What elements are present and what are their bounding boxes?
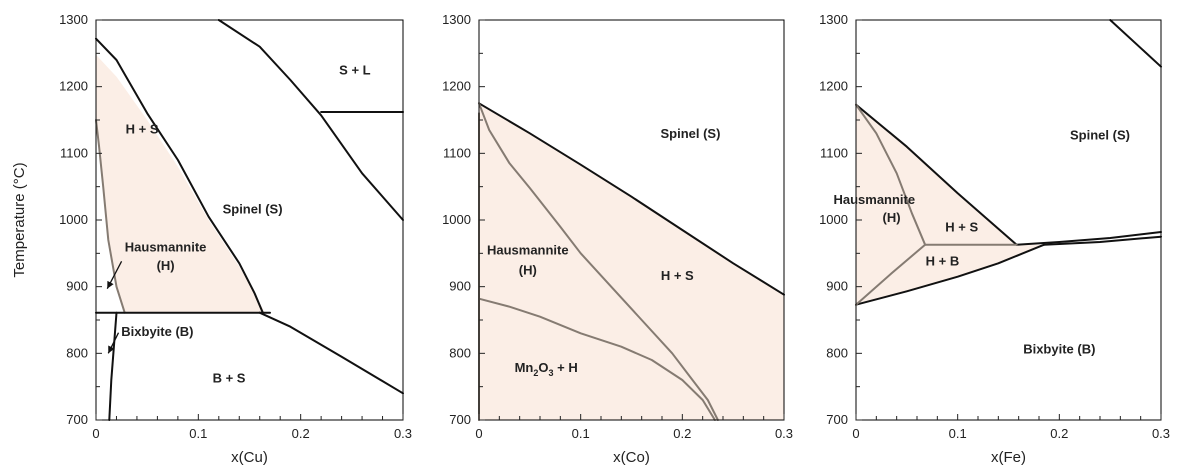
black-phase-boundary-3 xyxy=(1015,231,1162,246)
x-tick-label: 0.2 xyxy=(292,426,310,441)
gray-phase-boundary-6 xyxy=(855,103,927,246)
x-tick-label: 0.1 xyxy=(189,426,207,441)
x-tick-label: 0 xyxy=(475,426,482,441)
y-tick-label: 1100 xyxy=(60,145,88,160)
black-phase-boundary-4 xyxy=(1043,235,1162,246)
x-tick-label: 0 xyxy=(92,426,99,441)
region-label: H + S xyxy=(945,219,978,234)
x-tick-label: 0.3 xyxy=(1152,426,1170,441)
region-label: Hausmannite xyxy=(125,239,207,254)
y-tick-label: 900 xyxy=(66,279,88,294)
x-tick-label: 0.1 xyxy=(949,426,967,441)
x-axis-title: x(Co) xyxy=(613,449,650,466)
y-tick-label: 700 xyxy=(826,412,848,427)
x-tick-label: 0 xyxy=(852,426,859,441)
gray-phase-boundary-3 xyxy=(478,297,716,421)
x-tick-label: 0.2 xyxy=(1050,426,1068,441)
black-phase-boundary-1 xyxy=(855,103,1018,246)
panel-1: 700 800 900 1000 1100 1200 1300 0 0.1 0.2 0.3 x(Cu)… xyxy=(11,12,412,466)
y-tick-label: 1100 xyxy=(820,145,848,160)
region-label: Mn2O3 + H xyxy=(515,360,578,378)
y-tick-label: 1100 xyxy=(443,145,471,160)
shaded-region-1 xyxy=(96,54,265,313)
region-label: Spinel (S) xyxy=(223,201,283,216)
black-phase-boundary-2 xyxy=(855,243,1046,306)
black-phase-boundary-5 xyxy=(1109,19,1162,68)
region-label: B + S xyxy=(213,371,246,386)
annotation-arrow-1 xyxy=(106,261,123,289)
x-tick-label: 0.1 xyxy=(572,426,590,441)
region-label: Bixbyite (B) xyxy=(1023,341,1095,356)
y-tick-label: 1000 xyxy=(59,212,88,227)
black-phase-boundary-1 xyxy=(95,37,264,314)
y-axis-title: Temperature (°C) xyxy=(11,162,28,277)
y-tick-label: 1300 xyxy=(442,12,471,27)
gray-phase-boundary-8 xyxy=(855,243,927,306)
y-tick-label: 1200 xyxy=(819,79,848,94)
y-tick-label: 1300 xyxy=(819,12,848,27)
region-label: H + S xyxy=(126,121,159,136)
y-tick-label: 800 xyxy=(826,345,848,360)
x-axis-title: x(Fe) xyxy=(991,449,1026,466)
y-tick-label: 1200 xyxy=(59,79,88,94)
y-tick-label: 700 xyxy=(66,412,88,427)
black-phase-boundary-6 xyxy=(258,311,404,395)
panel-3: 700 800 900 1000 1100 1200 1300 0 0.1 0.2 0.3 x(Fe)… xyxy=(819,12,1170,466)
x-tick-label: 0.2 xyxy=(673,426,691,441)
y-tick-label: 800 xyxy=(66,345,88,360)
region-label: (H) xyxy=(157,258,175,273)
x-tick-label: 0.3 xyxy=(775,426,793,441)
region-label: Spinel (S) xyxy=(1070,127,1130,142)
shaded-region-1 xyxy=(479,103,784,421)
region-label: (H) xyxy=(519,263,537,278)
region-label: (H) xyxy=(883,210,901,225)
x-axis-title: x(Cu) xyxy=(231,449,268,466)
black-phase-boundary-4 xyxy=(217,19,404,221)
y-tick-label: 1000 xyxy=(819,212,848,227)
y-tick-label: 800 xyxy=(449,345,471,360)
annotation-arrow-2 xyxy=(107,332,120,354)
y-tick-label: 1300 xyxy=(59,12,88,27)
region-label: Bixbyite (B) xyxy=(121,324,193,339)
y-tick-label: 1000 xyxy=(442,212,471,227)
region-label: H + S xyxy=(661,268,694,283)
region-label: S + L xyxy=(339,63,370,78)
y-tick-label: 700 xyxy=(449,412,471,427)
black-phase-boundary-1 xyxy=(478,102,785,296)
black-phase-boundary-7 xyxy=(108,311,118,421)
region-label: Hausmannite xyxy=(487,243,569,258)
region-label: Spinel (S) xyxy=(660,126,720,141)
panel-2: 700 800 900 1000 1100 1200 1300 0 0.1 0.2 0.3 x(Co)… xyxy=(442,12,793,466)
gray-phase-boundary-2 xyxy=(478,102,719,421)
y-tick-label: 900 xyxy=(449,279,471,294)
shaded-region-1 xyxy=(856,104,1045,305)
gray-phase-boundary-2 xyxy=(95,119,126,314)
region-label: Hausmannite xyxy=(833,192,915,207)
x-tick-label: 0.3 xyxy=(394,426,412,441)
region-label: H + B xyxy=(926,253,960,268)
y-tick-label: 900 xyxy=(826,279,848,294)
y-tick-label: 1200 xyxy=(442,79,471,94)
